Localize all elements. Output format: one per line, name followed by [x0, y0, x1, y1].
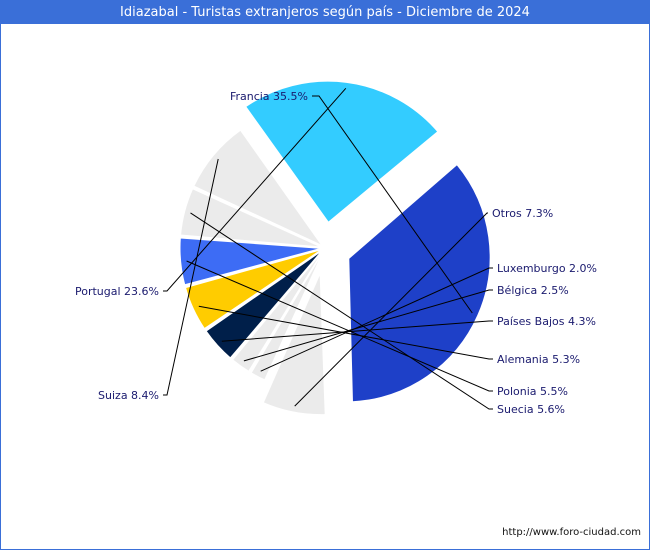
slice-label: Suiza 8.4%: [98, 389, 159, 402]
slice-label: Portugal 23.6%: [75, 285, 159, 298]
slice-label: Luxemburgo 2.0%: [497, 262, 597, 275]
slice-label: Alemania 5.3%: [497, 353, 580, 366]
slice-label: Bélgica 2.5%: [497, 284, 569, 297]
source-url[interactable]: http://www.foro-ciudad.com: [502, 527, 641, 538]
pie-slice-luxemburgo[interactable]: [250, 251, 324, 381]
leader-line: [243, 289, 493, 362]
pie-slice-otros[interactable]: [262, 273, 326, 416]
slice-label: Polonia 5.5%: [497, 385, 568, 398]
slice-label: Otros 7.3%: [492, 207, 553, 220]
leader-line: [294, 212, 488, 407]
pie-slice-b-lgica[interactable]: [231, 250, 324, 372]
slice-label: Suecia 5.6%: [497, 403, 565, 416]
pie-slice-portugal[interactable]: [245, 80, 439, 223]
leader-line: [312, 95, 473, 314]
leader-line: [198, 305, 493, 360]
pie-slice-suecia[interactable]: [180, 188, 322, 248]
pie-slice-francia[interactable]: [348, 163, 491, 403]
chart-title: Idiazabal - Turistas extranjeros según p…: [1, 1, 649, 24]
leader-line: [163, 158, 219, 396]
pie-slice-alemania[interactable]: [184, 249, 322, 330]
leader-line: [221, 320, 493, 342]
pie-slice-pa-ses-bajos[interactable]: [205, 250, 323, 359]
leader-line: [186, 260, 493, 392]
leader-line: [163, 87, 347, 292]
leader-line: [260, 267, 493, 372]
slice-label: Francia 35.5%: [230, 90, 308, 103]
slice-label: Países Bajos 4.3%: [497, 315, 596, 328]
leader-line: [190, 212, 493, 410]
